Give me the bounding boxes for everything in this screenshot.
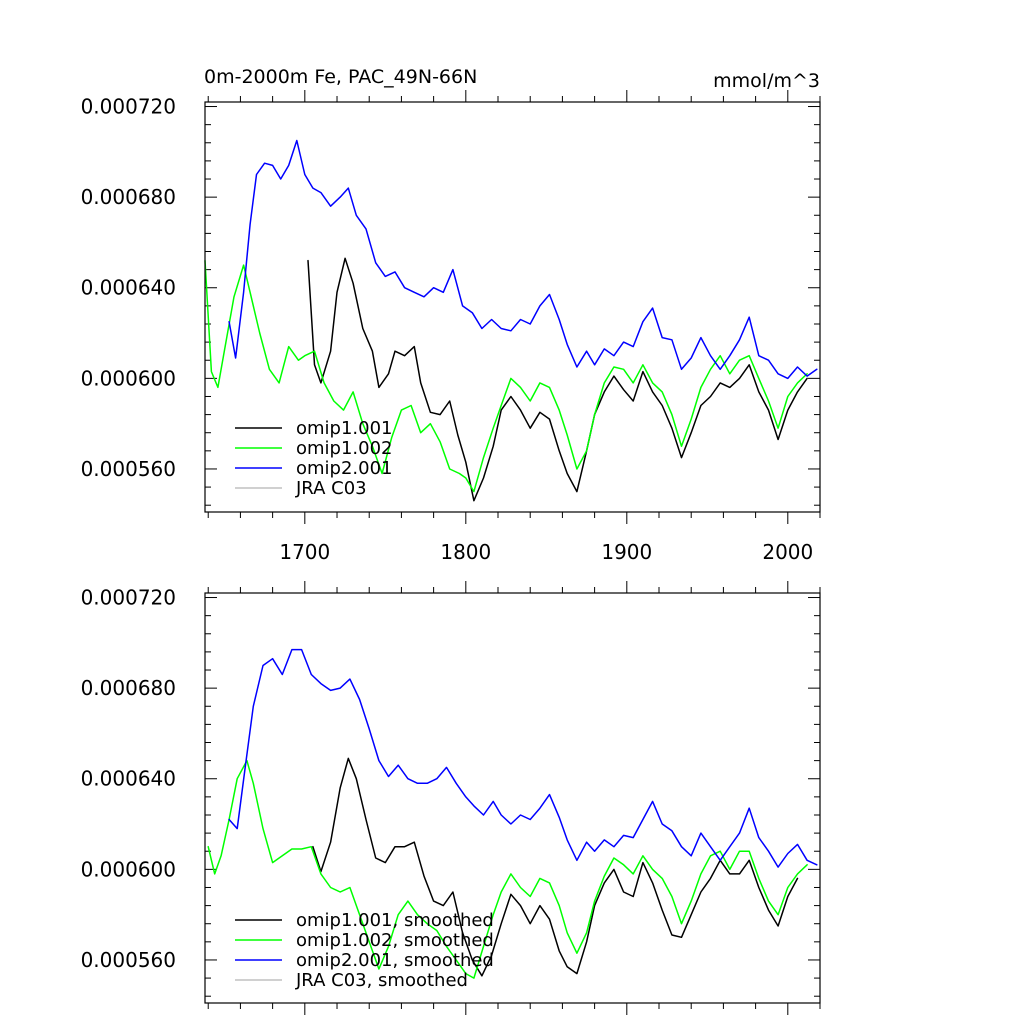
legend-label: omip2.001, smoothed <box>296 950 494 971</box>
y-tick-label: 0.000600 <box>81 366 176 390</box>
y-tick-label: 0.000600 <box>81 857 176 881</box>
y-tick-label: 0.000560 <box>81 948 176 972</box>
chart-title: 0m-2000m Fe, PAC_49N-66N <box>204 66 477 88</box>
legend-label: JRA C03, smoothed <box>295 970 468 991</box>
plot-frame <box>204 101 821 513</box>
y-tick-label: 0.000640 <box>81 276 176 300</box>
legend-label: omip1.001, smoothed <box>296 910 494 931</box>
legend-label: omip1.002, smoothed <box>296 930 494 951</box>
series-group <box>207 648 818 979</box>
series-line-omip1-001-smoothed <box>312 757 799 977</box>
x-tick-label: 2000 <box>762 540 813 564</box>
legend-label: omip2.001 <box>296 458 393 479</box>
legend-label: omip1.001 <box>296 418 393 439</box>
legend-label: JRA C03 <box>295 478 367 499</box>
y-tick-label: 0.000680 <box>81 676 176 700</box>
top-panel: 0m-2000m Fe, PAC_49N-66N mmol/m^3 1700 18… <box>81 66 821 564</box>
series-line-omip1-002-smoothed <box>207 759 808 979</box>
plot-frame <box>204 592 821 1004</box>
series-line-omip1-002 <box>204 259 808 493</box>
series-group <box>204 139 818 502</box>
axis-ticks: 1700 1800 1900 2000 0.000560 0.000600 0.000640… <box>81 90 821 564</box>
y-tick-label: 0.000560 <box>81 457 176 481</box>
y-tick-label: 0.000720 <box>81 586 176 610</box>
units-label: mmol/m^3 <box>713 70 820 92</box>
bottom-panel: 0.000560 0.000600 0.000640 0.000680 0.000720… <box>81 581 821 1015</box>
axis-ticks: 0.000560 0.000600 0.000640 0.000680 0.000720 <box>81 581 821 1015</box>
y-tick-label: 0.000640 <box>81 767 176 791</box>
series-line-omip2-001-smoothed <box>228 648 818 868</box>
y-tick-label: 0.000680 <box>81 185 176 209</box>
series-line-omip2-001 <box>228 139 818 380</box>
series-line-omip1-001 <box>307 257 808 502</box>
x-tick-label: 1800 <box>440 540 491 564</box>
legend-label: omip1.002 <box>296 438 393 459</box>
x-tick-label: 1700 <box>279 540 330 564</box>
x-tick-label: 1900 <box>601 540 652 564</box>
y-tick-label: 0.000720 <box>81 95 176 119</box>
